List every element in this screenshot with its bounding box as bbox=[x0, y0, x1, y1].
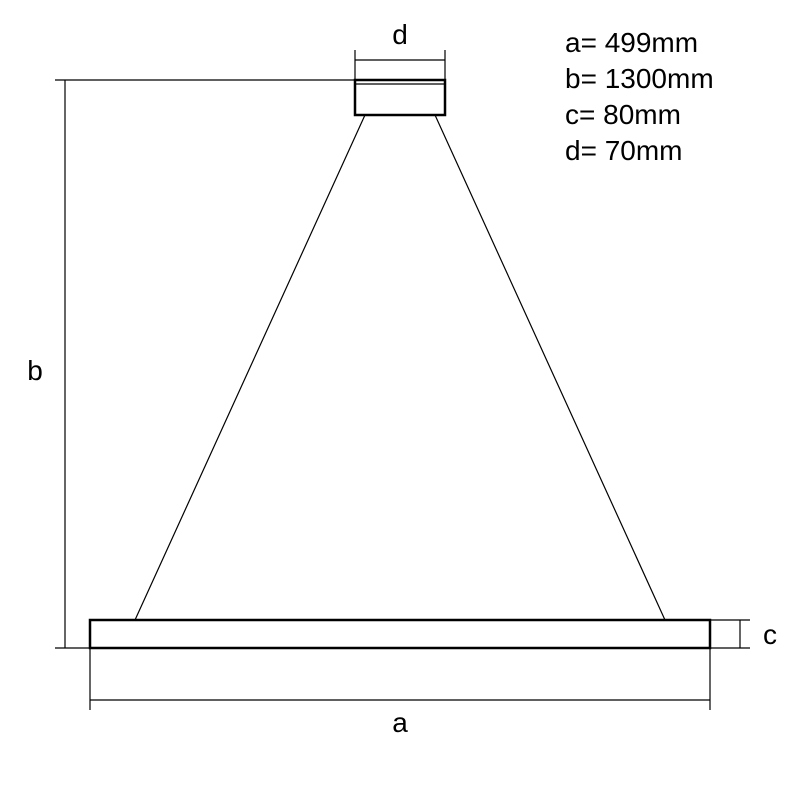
legend-item-c: c= 80mm bbox=[565, 99, 681, 130]
legend-item-d: d= 70mm bbox=[565, 135, 683, 166]
wire-left bbox=[135, 115, 365, 620]
legend-item-a: a= 499mm bbox=[565, 27, 698, 58]
dim-d-label: d bbox=[392, 19, 408, 50]
dim-c-label: c bbox=[763, 619, 777, 650]
dim-a-label: a bbox=[392, 707, 408, 738]
dim-b-label: b bbox=[27, 355, 43, 386]
legend-item-b: b= 1300mm bbox=[565, 63, 714, 94]
wire-right bbox=[435, 115, 665, 620]
base-bar bbox=[90, 620, 710, 648]
pendant-lamp-diagram: a b c d a= 499mm b= 1300mm c= 80mm d= 70mm bbox=[0, 0, 800, 800]
ceiling-mount bbox=[355, 80, 445, 115]
